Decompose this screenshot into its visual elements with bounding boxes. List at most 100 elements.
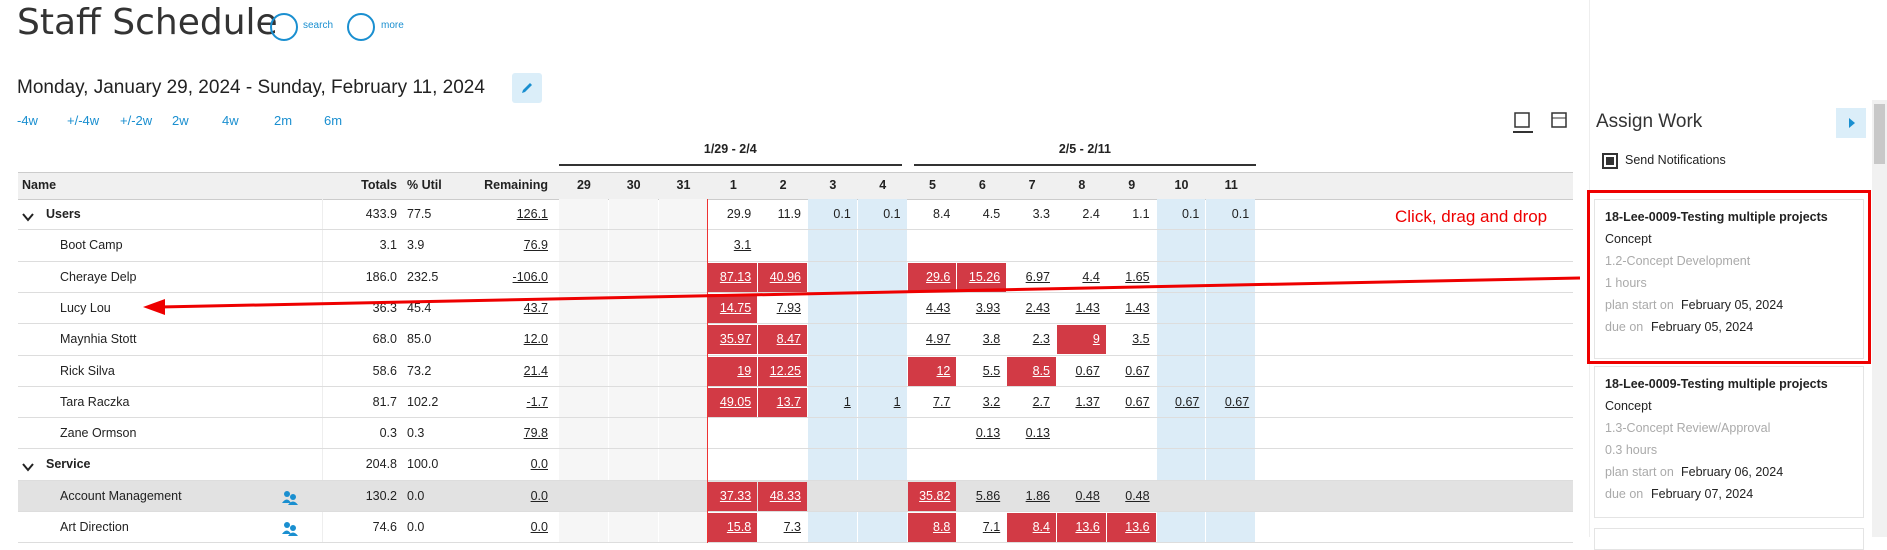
work-card[interactable]: 18-Lee-0009-Testing multiple projects Con…	[1594, 199, 1864, 359]
card-date: February 06, 2024	[1681, 465, 1784, 479]
hours[interactable]: 5.5	[982, 363, 1001, 378]
hours[interactable]: 5.86	[975, 488, 1001, 503]
collapse-button[interactable]	[1836, 108, 1866, 138]
hours[interactable]: 4.97	[926, 332, 951, 347]
hours-over[interactable]: 12	[907, 356, 957, 386]
hours[interactable]: 1.37	[1075, 394, 1100, 409]
team-icon[interactable]	[282, 520, 298, 541]
week-rule	[913, 164, 1257, 166]
hours[interactable]: 1.43	[1125, 300, 1150, 315]
hours[interactable]: 3.2	[982, 394, 1001, 409]
totals: 0.3	[379, 426, 397, 441]
hours[interactable]: 0.67	[1224, 394, 1250, 409]
hours[interactable]: 1	[843, 394, 851, 409]
hours[interactable]: 2.43	[1025, 300, 1050, 315]
hours[interactable]: 6.97	[1025, 269, 1050, 284]
more-icon[interactable]	[347, 13, 375, 41]
hours-over[interactable]: 87.13	[708, 262, 758, 292]
hours-over[interactable]: 37.33	[708, 481, 758, 511]
notify-checkbox[interactable]	[1602, 153, 1618, 169]
hours[interactable]: 7.3	[783, 520, 801, 534]
day-header: 4	[879, 178, 887, 192]
hours-over[interactable]: 15.26	[957, 262, 1007, 292]
day-header: 10	[1174, 178, 1189, 192]
edit-button[interactable]	[512, 73, 542, 103]
totals: 68.0	[372, 332, 397, 347]
remaining: -1.7	[526, 394, 548, 409]
hours-over[interactable]: 40.96	[758, 262, 807, 292]
search-action[interactable]: search	[303, 20, 334, 31]
hours[interactable]: 0.13	[975, 426, 1001, 441]
row-rule	[18, 229, 1573, 231]
totals: 3.1	[379, 238, 397, 253]
range-link[interactable]: -4w	[17, 113, 38, 128]
hours[interactable]: 1.65	[1125, 269, 1150, 284]
range-link[interactable]: 4w	[222, 113, 239, 128]
totals: 81.7	[372, 394, 397, 409]
hours[interactable]: 3.8	[982, 332, 1001, 347]
hours-over[interactable]: 35.82	[907, 481, 957, 511]
range-link[interactable]: 6m	[324, 113, 343, 128]
card-label: plan start on	[1605, 298, 1674, 312]
card-task: 1.3-Concept Review/Approval	[1605, 421, 1771, 435]
view-icons[interactable]	[1505, 108, 1575, 138]
card-project: 18-Lee-0009-Testing multiple projects	[1605, 210, 1828, 224]
more-action[interactable]: more	[381, 20, 404, 31]
hours-over[interactable]: 19	[708, 356, 758, 386]
hours: 11.9	[777, 207, 801, 221]
range-link[interactable]: 2m	[274, 113, 293, 128]
hours-over[interactable]: 29.6	[907, 262, 957, 292]
hours[interactable]: 0.13	[1025, 426, 1050, 441]
hours[interactable]: 1	[893, 394, 901, 409]
range-link[interactable]: +/-4w	[67, 113, 100, 128]
hours[interactable]: 7.93	[776, 300, 801, 315]
remaining: 43.7	[523, 300, 548, 315]
hours[interactable]: 0.67	[1125, 394, 1150, 409]
hours-over[interactable]: 8.5	[1007, 356, 1056, 386]
hours[interactable]: 1.86	[1025, 488, 1050, 503]
row-name: Lucy Lou	[60, 300, 111, 315]
hours-over[interactable]: 35.97	[708, 325, 758, 355]
group-name: Service	[46, 457, 91, 472]
drag-arrow	[143, 276, 1581, 315]
util: 77.5	[407, 207, 432, 221]
work-card[interactable]: 18-Lee-0009-Testing multiple projects Con…	[1594, 366, 1864, 518]
row-name: Account Management	[60, 488, 182, 503]
hours[interactable]: 0.48	[1075, 488, 1100, 503]
hours-over[interactable]: 13.7	[758, 387, 807, 418]
hours-over[interactable]: 48.33	[758, 481, 807, 511]
hours[interactable]: 7.7	[933, 394, 951, 409]
hours-over[interactable]: 8.47	[758, 325, 807, 355]
remaining: 0.0	[530, 520, 548, 534]
hours[interactable]: 4.43	[926, 300, 951, 315]
expand-chevron	[22, 209, 34, 227]
util: 85.0	[407, 332, 432, 347]
hours: 3.3	[1032, 207, 1050, 221]
hours[interactable]: 3.5	[1132, 332, 1150, 347]
util: 100.0	[407, 457, 439, 472]
hours[interactable]: 1.43	[1075, 300, 1100, 315]
hours[interactable]: 0.67	[1075, 363, 1100, 378]
scrollbar[interactable]	[1872, 100, 1887, 537]
hours-over[interactable]: 9	[1057, 325, 1106, 355]
hours[interactable]: 0.48	[1125, 488, 1150, 503]
hours-over[interactable]: 12.25	[758, 356, 807, 386]
util: 3.9	[407, 238, 425, 253]
hours[interactable]: 4.4	[1082, 269, 1100, 284]
hours[interactable]: 3.93	[975, 300, 1001, 315]
hours[interactable]: 2.3	[1032, 332, 1050, 347]
hours[interactable]: 3.1	[733, 238, 752, 253]
hours[interactable]: 0.67	[1125, 363, 1150, 378]
team-icon[interactable]	[282, 489, 298, 510]
range-link[interactable]: 2w	[172, 113, 189, 128]
remaining: 21.4	[523, 363, 548, 378]
range-link[interactable]: +/-2w	[120, 113, 153, 128]
search-icon[interactable]	[270, 13, 298, 41]
hours-over[interactable]: 49.05	[708, 387, 758, 418]
hours[interactable]: 7.1	[982, 520, 1001, 534]
util: 73.2	[407, 363, 432, 378]
hours[interactable]: 0.67	[1175, 394, 1200, 409]
hours[interactable]: 2.7	[1032, 394, 1050, 409]
hours-over[interactable]: 14.75	[708, 293, 758, 324]
row-rule	[18, 260, 1573, 262]
